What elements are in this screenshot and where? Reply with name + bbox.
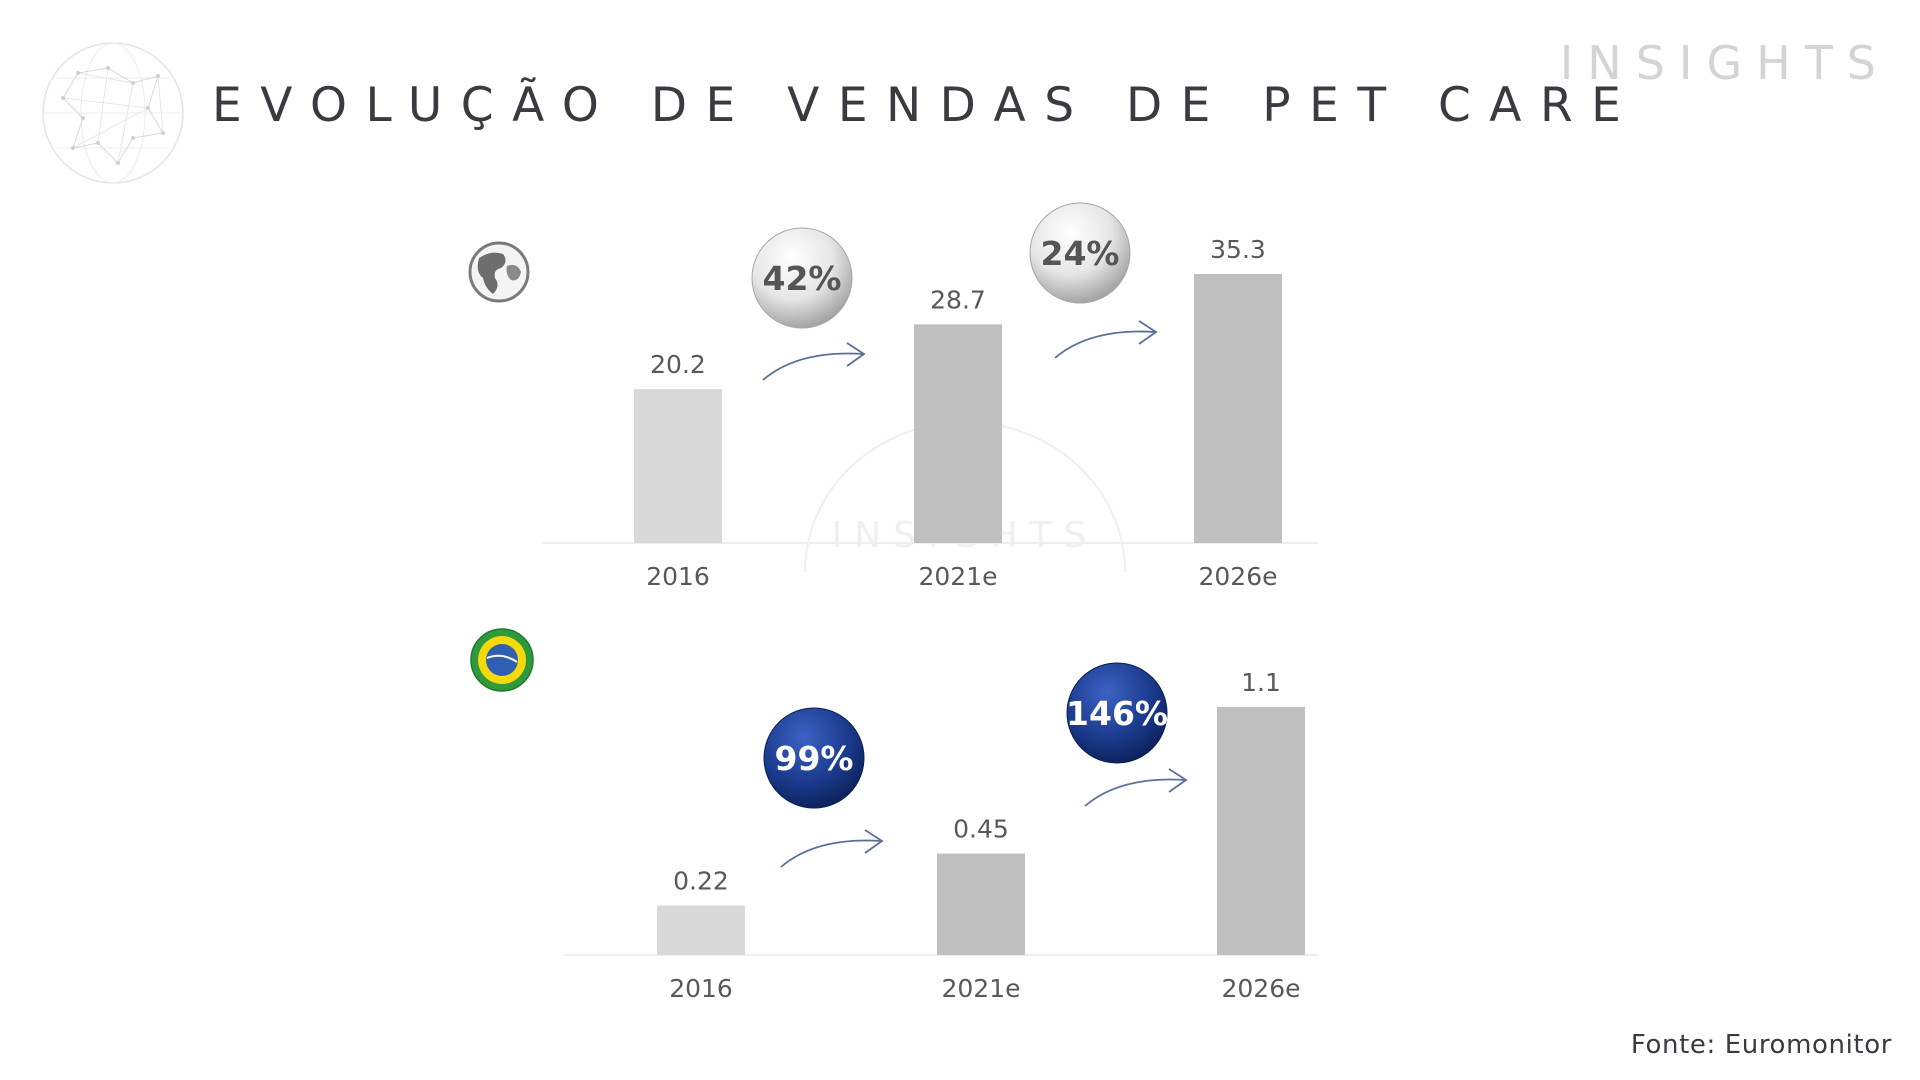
source-note: Fonte: Euromonitor: [1630, 1030, 1892, 1060]
brazil-growth-label: 146%: [1066, 694, 1168, 733]
world-bar-2021e: [914, 324, 1002, 543]
brazil-chart: 0.22 2016 0.45 2021e 1.1 2026e 99% 146%: [563, 662, 1318, 1003]
world-category-label: 2021e: [918, 562, 997, 591]
world-value-label: 20.2: [650, 350, 706, 379]
brazil-value-label: 0.45: [953, 815, 1009, 844]
world-category-label: 2026e: [1198, 562, 1277, 591]
brazil-value-label: 0.22: [673, 866, 729, 895]
world-growth-badge: 42%: [751, 227, 853, 329]
world-growth-label: 24%: [1041, 234, 1120, 273]
world-category-label: 2016: [646, 562, 710, 591]
brazil-bar-2026e: [1217, 706, 1305, 955]
brazil-bar-2016: [657, 905, 745, 955]
brazil-bar-2021e: [937, 853, 1025, 955]
brazil-category-label: 2016: [669, 974, 733, 1003]
brazil-growth-badge: 146%: [1066, 662, 1168, 764]
world-bar-2016: [634, 389, 722, 543]
world-bar-2026e: [1194, 274, 1282, 543]
brazil-flag-icon: [470, 628, 534, 692]
brand-wordmark: INSIGHTS: [1559, 36, 1890, 90]
world-value-label: 35.3: [1210, 235, 1266, 264]
globe-network-icon: [42, 42, 184, 184]
world-value-label: 28.7: [930, 285, 986, 314]
curved-arrow-icon: [1054, 320, 1158, 359]
world-globe-icon: [468, 241, 530, 303]
brazil-category-label: 2021e: [941, 974, 1020, 1003]
world-growth-badge: 24%: [1029, 202, 1131, 304]
page-title: EVOLUÇÃO DE VENDAS DE PET CARE: [212, 78, 1640, 133]
curved-arrow-icon: [780, 829, 884, 868]
brazil-value-label: 1.1: [1241, 668, 1281, 697]
curved-arrow-icon: [1084, 768, 1188, 807]
brazil-category-label: 2026e: [1221, 974, 1300, 1003]
world-growth-label: 42%: [763, 259, 842, 298]
curved-arrow-icon: [762, 342, 866, 381]
brazil-growth-badge: 99%: [763, 707, 865, 809]
world-chart: 20.2 2016 28.7 2021e 35.3 2026e 42% 24%: [542, 202, 1318, 591]
brazil-growth-label: 99%: [775, 739, 854, 778]
